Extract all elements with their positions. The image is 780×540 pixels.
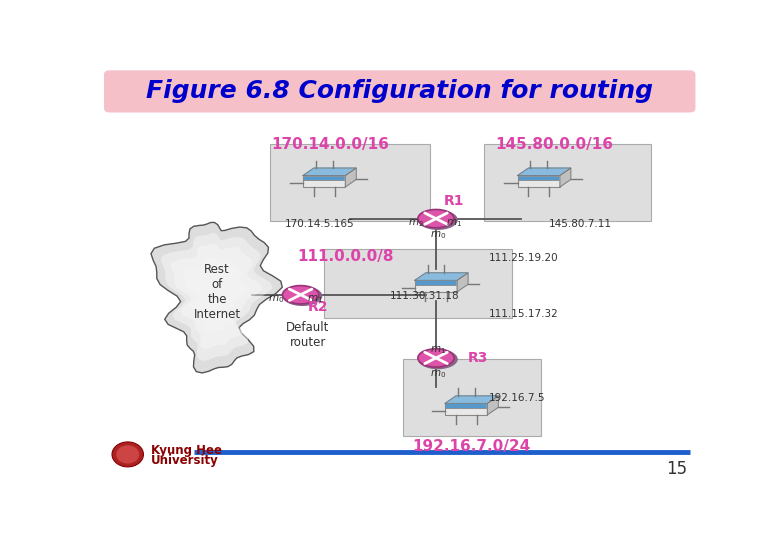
Ellipse shape [418,349,454,367]
Bar [518,176,560,180]
Text: $m_{0}$: $m_{0}$ [431,368,447,380]
Text: 170.14.0.0/16: 170.14.0.0/16 [271,137,389,152]
Text: Default
router: Default router [286,321,330,348]
Polygon shape [161,233,272,361]
Text: 111.0.0.0/8: 111.0.0.0/8 [297,249,394,265]
Ellipse shape [112,442,144,467]
Polygon shape [488,396,498,415]
Bar [402,359,541,436]
Text: R1: R1 [444,194,464,208]
Polygon shape [151,222,282,373]
Text: Rest
of
the
Internet: Rest of the Internet [193,263,241,321]
Bar [324,248,512,319]
Bar [518,176,560,187]
Text: $m_{2}$: $m_{2}$ [408,217,424,229]
Text: 145.80.7.11: 145.80.7.11 [548,219,612,229]
Ellipse shape [418,210,454,228]
Bar [445,403,488,415]
Polygon shape [346,168,356,187]
FancyBboxPatch shape [105,71,695,112]
Text: 15: 15 [666,460,687,478]
Polygon shape [170,244,262,349]
Text: $m_{0}$: $m_{0}$ [431,230,447,241]
Bar [415,280,457,292]
Polygon shape [457,273,468,292]
Text: Figure 6.8 Configuration for routing: Figure 6.8 Configuration for routing [147,79,654,104]
Text: R3: R3 [467,351,488,365]
Ellipse shape [282,286,322,306]
Text: 192.16.7.0/24: 192.16.7.0/24 [412,439,530,454]
Bar [415,280,457,285]
Text: 111.15.17.32: 111.15.17.32 [489,309,559,319]
Text: 145.80.0.0/16: 145.80.0.0/16 [495,137,613,152]
Polygon shape [183,258,249,333]
Text: University: University [151,454,218,467]
Text: $m_{1}$: $m_{1}$ [307,293,323,305]
Bar [484,144,651,221]
Bar [270,144,430,221]
Text: Kyung Hee: Kyung Hee [151,444,222,457]
Ellipse shape [418,210,458,230]
Text: 192.16.7.5: 192.16.7.5 [489,393,546,403]
Text: $m_{1}$: $m_{1}$ [431,344,446,355]
Polygon shape [445,396,498,403]
Polygon shape [560,168,571,187]
Polygon shape [303,168,356,176]
Ellipse shape [116,446,139,463]
Bar [303,176,346,187]
Text: 111.30.31.18: 111.30.31.18 [390,292,459,301]
Text: $m_{1}$: $m_{1}$ [446,217,463,229]
Polygon shape [518,168,571,176]
Ellipse shape [282,286,319,304]
Text: $m_{0}$: $m_{0}$ [268,293,285,305]
Ellipse shape [418,349,458,369]
Text: R2: R2 [308,300,328,314]
Bar [445,403,488,408]
Bar [303,176,346,180]
Polygon shape [415,273,468,280]
Text: 170.14.5.165: 170.14.5.165 [285,219,354,229]
Text: 111.25.19.20: 111.25.19.20 [489,253,558,263]
